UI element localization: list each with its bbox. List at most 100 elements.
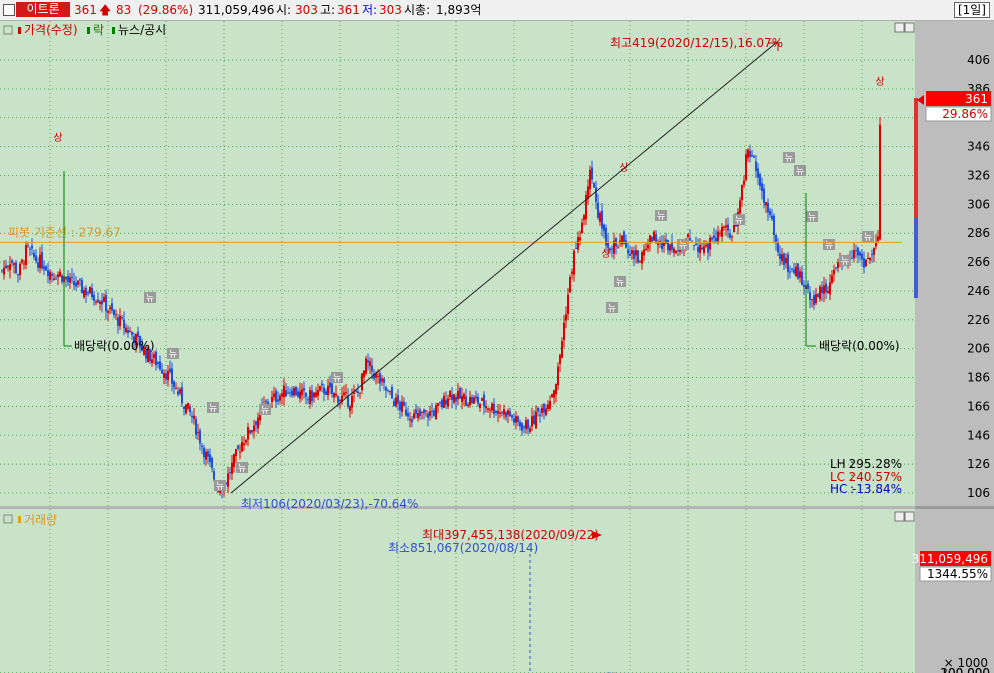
news-mark[interactable] bbox=[207, 402, 219, 413]
candle-body bbox=[5, 265, 7, 269]
candle-body bbox=[695, 243, 697, 246]
candle-body bbox=[517, 416, 519, 423]
news-mark[interactable] bbox=[259, 404, 271, 415]
news-mark[interactable] bbox=[862, 231, 874, 242]
candle-body bbox=[793, 269, 795, 273]
candle-body bbox=[57, 274, 59, 278]
candle-body bbox=[479, 403, 481, 409]
news-mark[interactable] bbox=[823, 239, 835, 250]
news-mark-label: 뉴 bbox=[169, 349, 177, 360]
candle-body bbox=[745, 154, 747, 181]
stat-hc-value: -13.84% bbox=[852, 482, 902, 496]
news-mark-label: 뉴 bbox=[209, 403, 217, 414]
volume-panel-menu-icon[interactable] bbox=[3, 514, 13, 524]
candle-body bbox=[115, 314, 117, 316]
news-mark[interactable] bbox=[614, 276, 626, 287]
candle-body bbox=[113, 309, 115, 315]
candle-body bbox=[189, 406, 191, 412]
candle-body bbox=[343, 392, 345, 396]
news-mark[interactable] bbox=[677, 239, 689, 250]
news-mark[interactable] bbox=[144, 292, 156, 303]
candle-body bbox=[797, 263, 799, 279]
news-mark[interactable] bbox=[794, 165, 806, 176]
candle-body bbox=[601, 210, 603, 229]
candle-body bbox=[81, 280, 83, 294]
candle-body bbox=[725, 225, 727, 228]
price-panel-maximize-button[interactable] bbox=[894, 22, 905, 33]
candle-body bbox=[341, 395, 343, 403]
volume-tick-label: 200,000 bbox=[940, 666, 990, 673]
candle-body bbox=[25, 245, 27, 265]
news-mark[interactable] bbox=[839, 255, 851, 266]
price-tick-label: 326 bbox=[967, 168, 990, 182]
compare-checkbox[interactable] bbox=[3, 4, 15, 16]
candle-body bbox=[499, 412, 501, 414]
candle-body bbox=[489, 409, 491, 411]
news-mark[interactable] bbox=[806, 211, 818, 222]
candle-body bbox=[731, 236, 733, 238]
candle-body bbox=[629, 253, 631, 256]
candle-body bbox=[611, 248, 613, 250]
candle-body bbox=[869, 257, 871, 261]
candle-body bbox=[623, 231, 625, 244]
stock-header-bar: 이트론 361 🡅 83 (29.86%) 311,059,496 시: 303… bbox=[0, 0, 994, 21]
news-mark[interactable] bbox=[236, 462, 248, 473]
news-mark[interactable] bbox=[167, 348, 179, 359]
candle-body bbox=[453, 394, 455, 403]
news-mark[interactable] bbox=[606, 302, 618, 313]
news-mark[interactable] bbox=[655, 210, 667, 221]
candle-body bbox=[483, 394, 485, 407]
event-marks: 뉴뉴뉴뉴뉴뉴뉴뉴뉴뉴뉴뉴뉴뉴뉴뉴뉴뉴상상상상 bbox=[53, 76, 884, 492]
candle-body bbox=[403, 401, 405, 406]
stock-name[interactable]: 이트론 bbox=[16, 2, 70, 17]
panel-menu-icon[interactable] bbox=[3, 25, 13, 35]
candle-body bbox=[747, 149, 749, 158]
candle-body bbox=[589, 169, 591, 190]
news-mark-label: 뉴 bbox=[261, 405, 269, 416]
price-tick-label: 186 bbox=[967, 371, 990, 385]
price-tick-label: 106 bbox=[967, 486, 990, 500]
candle-body bbox=[871, 254, 873, 256]
candle-body bbox=[539, 414, 541, 416]
volume-panel-maximize-button[interactable] bbox=[894, 511, 905, 522]
candle-body bbox=[97, 299, 99, 303]
candle-body bbox=[413, 413, 415, 419]
candle-body bbox=[19, 263, 21, 276]
candle-body bbox=[69, 277, 71, 283]
panel-divider bbox=[0, 506, 915, 509]
candle-body bbox=[429, 411, 431, 416]
candle-body bbox=[763, 188, 765, 203]
candle-body bbox=[21, 259, 23, 263]
candle-body bbox=[705, 244, 707, 247]
candle-body bbox=[527, 419, 529, 429]
volume-panel-close-button[interactable] bbox=[904, 511, 915, 522]
candle-body bbox=[425, 410, 427, 412]
period-selector[interactable]: [1일] bbox=[953, 2, 990, 18]
candle-body bbox=[809, 292, 811, 300]
candle-body bbox=[495, 411, 497, 413]
news-mark[interactable] bbox=[331, 372, 343, 383]
candle-body bbox=[573, 250, 575, 275]
price-panel-close-button[interactable] bbox=[904, 22, 915, 33]
candle-body bbox=[663, 242, 665, 247]
candle-body bbox=[117, 317, 119, 326]
candle-body bbox=[577, 237, 579, 250]
candle-body bbox=[773, 215, 775, 235]
candle-body bbox=[491, 403, 493, 411]
candle-body bbox=[799, 271, 801, 278]
news-mark[interactable] bbox=[783, 152, 795, 163]
candle-body bbox=[423, 409, 425, 414]
candle-body bbox=[803, 284, 805, 287]
current-volume-pct-box bbox=[919, 566, 992, 582]
up-arrow-icon: 🡅 bbox=[99, 3, 112, 17]
candle-body bbox=[377, 375, 379, 377]
stock-chart: 106 126 146 166 186 206 226 246 266 286 306 326 346 3… bbox=[0, 21, 994, 673]
news-mark[interactable] bbox=[733, 214, 745, 225]
candle-body bbox=[39, 254, 41, 269]
news-mark[interactable] bbox=[214, 480, 226, 491]
header-volume: 311,059,496 bbox=[198, 3, 275, 17]
candle-body bbox=[553, 390, 555, 398]
candle-body bbox=[329, 382, 331, 388]
candle-body bbox=[671, 242, 673, 250]
candle-body bbox=[15, 262, 17, 274]
